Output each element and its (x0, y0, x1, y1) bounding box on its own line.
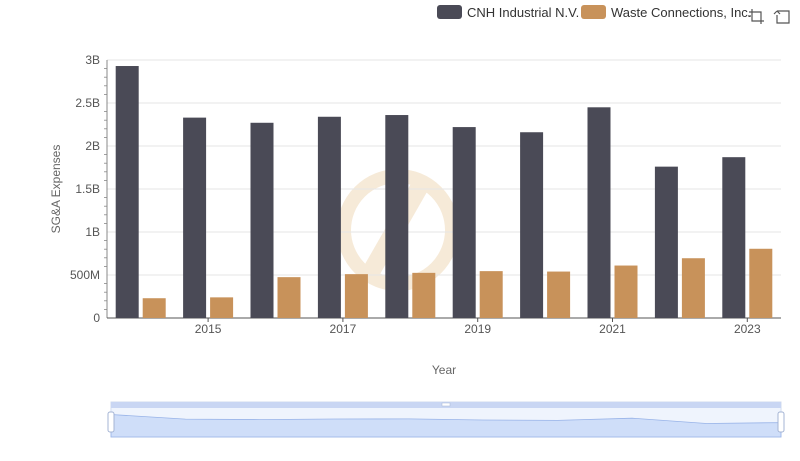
bar-cnh-2022[interactable] (654, 166, 678, 318)
restore-icon[interactable] (773, 8, 790, 24)
y-axis: 0 500M 1B 1.5B 2B 2.5B 3B (70, 53, 108, 325)
bar-waste-connections-2015[interactable] (210, 297, 234, 318)
toolbox (748, 8, 790, 24)
y-tick-label: 2B (85, 139, 100, 153)
x-axis-title: Year (432, 363, 456, 377)
zoom-select-icon[interactable] (748, 8, 764, 24)
bar-waste-connections-2020[interactable] (547, 271, 571, 318)
bar-cnh-2020[interactable] (520, 132, 544, 318)
x-tick-label: 2023 (734, 322, 761, 336)
legend-swatch (581, 5, 606, 19)
bar-cnh-2016[interactable] (250, 122, 274, 318)
bar-cnh-2014[interactable] (115, 66, 139, 319)
bar-waste-connections-2022[interactable] (681, 258, 705, 318)
data-zoom-preview-area (110, 414, 782, 438)
bar-cnh-2019[interactable] (452, 127, 476, 318)
legend-item-cnh[interactable]: CNH Industrial N.V. (437, 5, 579, 20)
bar-cnh-2023[interactable] (722, 157, 746, 318)
legend-swatch (437, 5, 462, 19)
legend-label: CNH Industrial N.V. (467, 5, 579, 20)
bar-waste-connections-2021[interactable] (614, 265, 638, 318)
bar-cnh-2015[interactable] (183, 117, 207, 319)
bars (115, 66, 773, 319)
data-zoom-handle-right[interactable] (777, 411, 785, 433)
y-tick-label: 0 (93, 311, 100, 325)
bar-waste-connections-2018[interactable] (412, 272, 436, 318)
y-tick-label: 2.5B (75, 96, 100, 110)
legend-item-waste-connections[interactable]: Waste Connections, Inc. (581, 5, 751, 20)
bar-cnh-2018[interactable] (385, 115, 409, 318)
y-tick-label: 1B (85, 225, 100, 239)
bar-waste-connections-2014[interactable] (142, 298, 166, 318)
bar-cnh-2021[interactable] (587, 107, 611, 318)
legend: CNH Industrial N.V. Waste Connections, In… (437, 5, 751, 20)
x-axis: 2015 2017 2019 2021 2023 (107, 317, 781, 336)
bar-cnh-2017[interactable] (317, 116, 341, 318)
x-tick-label: 2015 (195, 322, 222, 336)
y-tick-label: 3B (85, 53, 100, 67)
bar-waste-connections-2017[interactable] (344, 274, 368, 318)
legend-label: Waste Connections, Inc. (611, 5, 751, 20)
y-tick-label: 500M (70, 268, 100, 282)
y-axis-title: SG&A Expenses (49, 145, 63, 234)
y-tick-label: 1.5B (75, 182, 100, 196)
bar-waste-connections-2016[interactable] (277, 277, 301, 318)
bar-waste-connections-2023[interactable] (749, 248, 773, 318)
data-zoom-drag-grip[interactable] (441, 402, 451, 407)
x-tick-label: 2021 (599, 322, 626, 336)
x-tick-label: 2017 (330, 322, 357, 336)
x-tick-label: 2019 (464, 322, 491, 336)
data-zoom-slider[interactable] (107, 401, 785, 438)
bar-waste-connections-2019[interactable] (479, 271, 503, 318)
data-zoom-handle-left[interactable] (107, 411, 115, 433)
